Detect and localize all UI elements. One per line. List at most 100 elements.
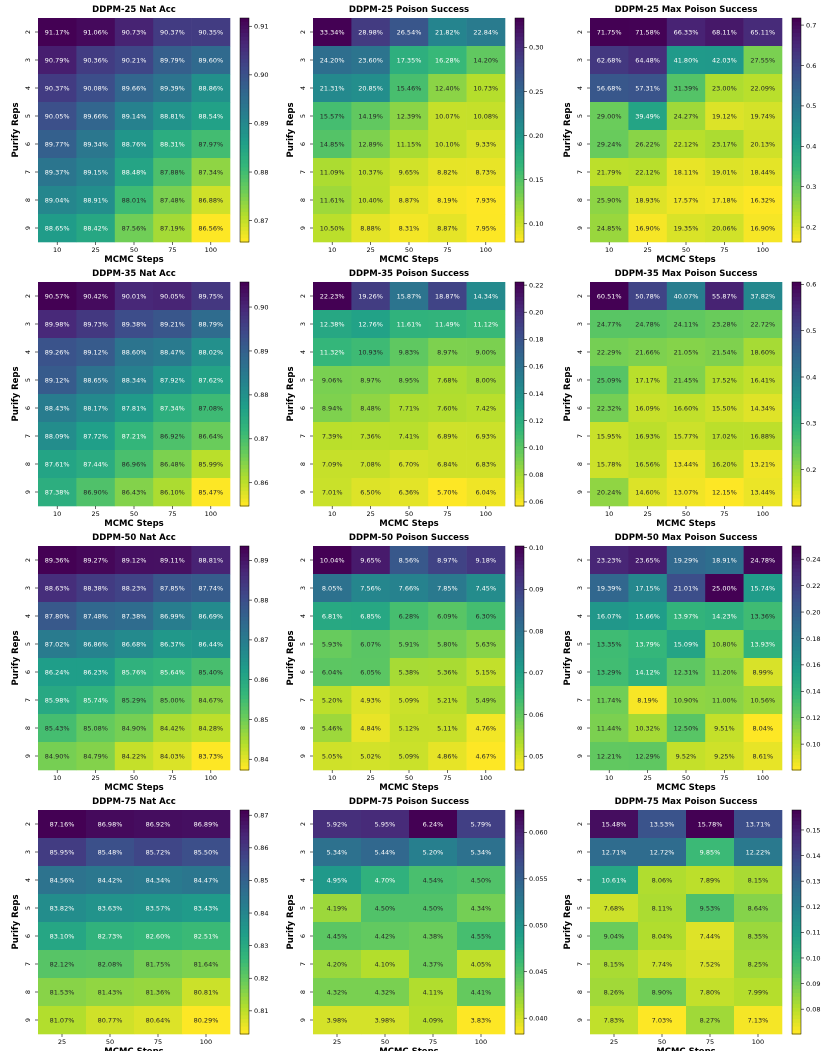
heatmap-cell xyxy=(191,130,231,159)
panel-title: DDPM-35 Nat Acc xyxy=(92,269,176,279)
colorbar-segment xyxy=(792,171,801,176)
cell-label: 10.56% xyxy=(750,696,775,704)
cell-label: 9.04% xyxy=(604,932,625,940)
x-axis-label: MCMC Steps xyxy=(379,783,438,793)
colorbar-segment xyxy=(792,476,801,481)
colorbar-tick-label: 0.89 xyxy=(254,120,268,128)
colorbar-segment xyxy=(240,1000,249,1005)
colorbar-segment xyxy=(240,725,249,730)
colorbar-segment xyxy=(792,635,801,640)
colorbar-segment xyxy=(515,918,524,923)
colorbar-segment xyxy=(792,672,801,678)
colorbar-segment xyxy=(515,189,524,195)
colorbar-segment xyxy=(515,922,524,927)
cell-label: 16.60% xyxy=(674,404,699,412)
heatmap-cell xyxy=(76,714,116,743)
colorbar-tick-label: 0.06 xyxy=(529,498,543,506)
y-tick-label: 6 xyxy=(576,406,584,410)
y-tick-label: 3 xyxy=(24,850,32,854)
colorbar-segment xyxy=(240,579,249,584)
heatmap-cell xyxy=(743,658,783,687)
heatmap-cell xyxy=(743,366,783,395)
x-tick-label: 10 xyxy=(605,510,613,518)
colorbar-tick-label: 0.24 xyxy=(806,556,820,564)
colorbar-segment xyxy=(515,308,524,313)
cell-label: 20.85% xyxy=(358,84,383,92)
colorbar-segment xyxy=(792,899,801,904)
heatmap-cell xyxy=(628,602,668,631)
cell-label: 6.85% xyxy=(360,612,381,620)
y-tick-label: 7 xyxy=(299,170,307,174)
colorbar-segment xyxy=(515,676,524,681)
heatmap-cell xyxy=(191,574,231,603)
heatmap-cell xyxy=(313,630,352,659)
colorbar-segment xyxy=(515,40,524,45)
cell-label: 11.09% xyxy=(320,168,345,176)
y-tick-label: 8 xyxy=(24,990,32,994)
cell-label: 11.74% xyxy=(597,696,622,704)
cell-label: 5.44% xyxy=(375,848,396,856)
x-tick-label: 50 xyxy=(658,1038,666,1046)
x-tick-label: 100 xyxy=(757,510,769,518)
heatmap-cell xyxy=(705,74,744,103)
cell-label: 82.60% xyxy=(146,932,171,940)
colorbar-segment xyxy=(240,866,249,871)
colorbar-segment xyxy=(792,594,801,599)
cell-label: 8.73% xyxy=(475,168,496,176)
cell-label: 7.52% xyxy=(700,960,721,968)
colorbar-segment xyxy=(792,936,801,942)
panel-title: DDPM-50 Poison Success xyxy=(349,533,469,543)
colorbar-segment xyxy=(515,546,524,551)
cell-label: 89.04% xyxy=(45,196,70,204)
heatmap-cell xyxy=(153,130,192,159)
cell-label: 10.08% xyxy=(473,112,498,120)
cell-label: 86.69% xyxy=(198,612,223,620)
heatmap-cell xyxy=(313,810,362,839)
colorbar-segment xyxy=(240,602,249,607)
colorbar-segment xyxy=(515,1030,524,1035)
cell-label: 84.22% xyxy=(122,752,147,760)
cell-label: 89.73% xyxy=(83,320,108,328)
colorbar-segment xyxy=(792,732,801,737)
colorbar-segment xyxy=(792,438,801,444)
cell-label: 28.98% xyxy=(358,28,383,36)
colorbar-segment xyxy=(792,468,801,473)
colorbar-segment xyxy=(515,714,524,719)
heatmap-cell xyxy=(76,310,116,339)
cell-label: 87.44% xyxy=(83,460,108,468)
x-axis-label: MCMC Steps xyxy=(656,519,715,529)
colorbar-segment xyxy=(240,178,249,183)
cell-label: 89.60% xyxy=(198,56,223,64)
colorbar-tick-label: 0.3 xyxy=(806,420,816,428)
cell-label: 8.94% xyxy=(322,404,343,412)
cell-label: 88.60% xyxy=(122,348,147,356)
x-tick-label: 100 xyxy=(480,774,492,782)
colorbar-segment xyxy=(515,193,524,198)
colorbar-segment xyxy=(240,326,249,332)
cell-label: 10.90% xyxy=(674,696,699,704)
heatmap-cell xyxy=(705,130,744,159)
colorbar-segment xyxy=(240,1004,249,1009)
cell-label: 4.95% xyxy=(327,876,348,884)
heatmap-cell xyxy=(466,130,506,159)
cell-label: 10.10% xyxy=(435,140,460,148)
y-tick-label: 7 xyxy=(24,962,32,966)
colorbar-tick-label: 0.10 xyxy=(529,444,543,452)
y-tick-label: 8 xyxy=(576,726,584,730)
cell-label: 6.07% xyxy=(360,640,381,648)
colorbar-segment xyxy=(240,397,249,403)
heatmap-cell xyxy=(114,130,154,159)
cell-label: 5.93% xyxy=(322,640,343,648)
colorbar-segment xyxy=(240,631,249,637)
cell-label: 8.26% xyxy=(604,988,625,996)
colorbar-segment xyxy=(240,51,249,56)
colorbar-tick-label: 0.87 xyxy=(254,217,268,225)
heatmap-cell xyxy=(351,214,391,243)
panel-title: DDPM-25 Nat Acc xyxy=(92,5,176,15)
colorbar-segment xyxy=(792,564,801,569)
colorbar-segment xyxy=(792,728,801,734)
colorbar-segment xyxy=(240,702,249,708)
colorbar-segment xyxy=(515,989,524,994)
colorbar-segment xyxy=(240,133,249,139)
heatmap-cell xyxy=(466,18,506,47)
